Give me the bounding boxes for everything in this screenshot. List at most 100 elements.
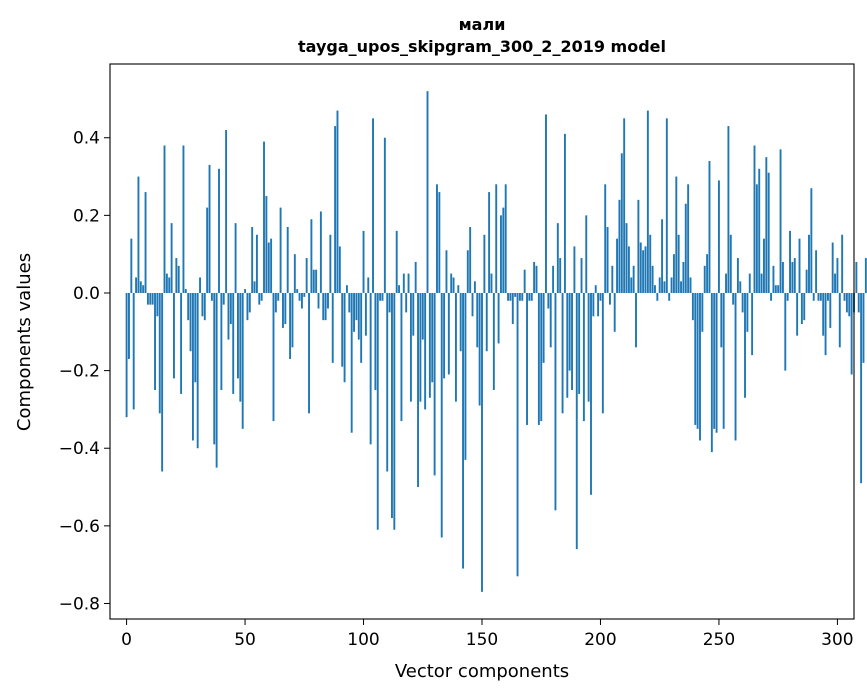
bar-179: [549, 292, 552, 348]
bar-226: [661, 219, 664, 293]
bar-258: [736, 258, 739, 293]
bar-235: [682, 261, 685, 293]
bar-168: [523, 269, 526, 293]
x-tick-label: 300: [821, 630, 853, 650]
bar-145: [469, 227, 472, 293]
y-tick-label: −0.8: [59, 594, 100, 614]
bar-254: [727, 126, 730, 293]
bar-14: [158, 292, 161, 414]
bar-128: [428, 292, 431, 398]
bar-60: [267, 242, 270, 293]
bar-74: [300, 292, 303, 309]
bar-146: [471, 292, 474, 317]
y-tick-label: 0.4: [73, 129, 100, 149]
bar-140: [457, 285, 460, 293]
bar-57: [260, 292, 263, 301]
bar-246: [708, 161, 711, 293]
bar-54: [253, 281, 256, 293]
bar-28: [191, 292, 194, 441]
bar-202: [604, 184, 607, 293]
bar-37: [213, 292, 216, 445]
bar-153: [488, 192, 491, 293]
bar-245: [706, 254, 709, 293]
bar-144: [466, 250, 469, 293]
bar-46: [234, 223, 237, 293]
bar-288: [808, 234, 810, 293]
bar-79: [312, 269, 315, 293]
bar-266: [755, 184, 758, 293]
bar-184: [561, 292, 564, 414]
bar-270: [765, 157, 768, 293]
bar-77: [308, 292, 310, 414]
bar-211: [625, 223, 628, 293]
bar-189: [573, 246, 576, 293]
bar-62: [272, 292, 275, 422]
bar-148: [476, 292, 479, 348]
bar-284: [798, 238, 801, 293]
bar-71: [293, 254, 296, 293]
bar-201: [601, 292, 604, 414]
bar-25: [184, 289, 187, 293]
bar-203: [606, 227, 609, 293]
bar-81: [317, 292, 320, 309]
bar-195: [587, 292, 590, 402]
bar-33: [203, 292, 206, 321]
bar-84: [324, 292, 327, 321]
x-axis-label: Vector components: [395, 661, 569, 682]
bar-172: [533, 261, 536, 293]
bar-45: [232, 292, 235, 394]
bar-261: [744, 292, 746, 398]
bar-61: [270, 238, 273, 293]
y-axis-label: Components values: [14, 253, 35, 431]
bar-35: [208, 164, 211, 293]
bar-229: [668, 292, 671, 301]
bar-191: [578, 292, 581, 394]
bar-294: [822, 292, 825, 336]
bar-64: [277, 292, 280, 301]
bar-186: [566, 292, 569, 398]
bar-234: [680, 281, 682, 293]
bar-213: [630, 277, 633, 293]
bar-16: [163, 145, 166, 293]
bar-237: [687, 184, 690, 293]
bar-40: [220, 292, 223, 391]
bar-204: [609, 292, 611, 305]
bar-290: [812, 292, 815, 301]
bar-249: [715, 292, 718, 433]
bar-181: [554, 292, 557, 511]
bar-139: [454, 292, 457, 402]
bar-252: [722, 292, 725, 429]
bar-248: [713, 292, 716, 429]
bar-175: [540, 292, 543, 422]
bar-101: [364, 292, 367, 336]
bar-108: [381, 292, 384, 301]
bar-5: [137, 176, 140, 293]
bar-50: [244, 289, 247, 293]
bar-305: [848, 292, 851, 317]
bar-185: [563, 133, 566, 293]
y-tick-label: −0.6: [59, 517, 100, 537]
bar-165: [516, 292, 519, 577]
bar-121: [412, 292, 415, 336]
bar-193: [582, 292, 585, 422]
bar-278: [784, 292, 787, 371]
bar-135: [445, 250, 448, 293]
bar-7: [142, 285, 145, 293]
bar-279: [786, 292, 789, 301]
bar-257: [734, 292, 737, 441]
bar-147: [473, 281, 476, 293]
bar-83: [322, 292, 325, 321]
bar-132: [438, 192, 441, 293]
bar-149: [478, 292, 481, 406]
bar-69: [289, 292, 292, 359]
bars-group: [125, 91, 867, 592]
bar-63: [274, 292, 277, 313]
bar-206: [613, 292, 616, 332]
bar-217: [639, 242, 642, 293]
bar-200: [599, 292, 602, 301]
bar-124: [419, 292, 422, 402]
bar-273: [772, 265, 775, 293]
bar-87: [331, 292, 334, 363]
bar-298: [831, 242, 834, 293]
bar-215: [635, 292, 637, 348]
